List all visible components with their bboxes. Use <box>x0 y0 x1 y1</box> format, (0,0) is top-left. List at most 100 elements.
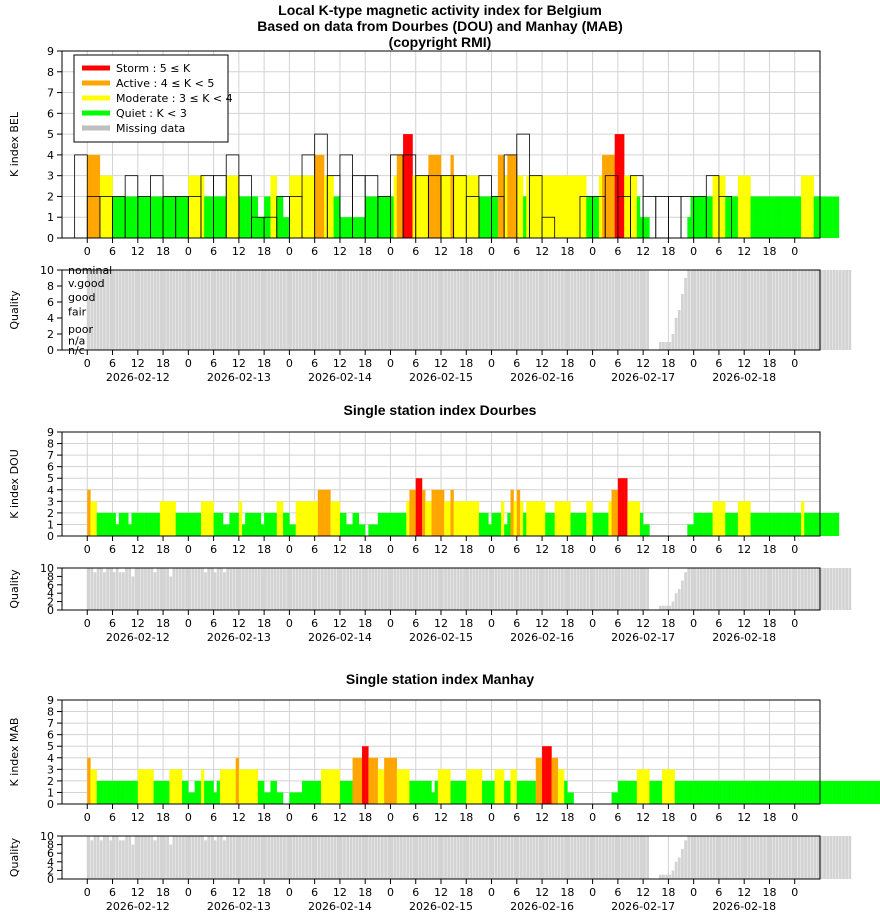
mab-quality-bar <box>494 836 498 879</box>
bel-k-bar <box>690 196 694 238</box>
dou-k-bar <box>232 512 236 536</box>
dou-quality-bar <box>456 568 460 610</box>
dou-k-bar <box>466 501 470 536</box>
mab-k-bar <box>456 780 461 804</box>
dou-quality-bar <box>226 568 229 610</box>
mab-quality-bar <box>163 836 166 879</box>
dou-k-bar <box>592 512 596 536</box>
mab-quality-bar <box>336 836 340 879</box>
mab-k-bar <box>207 780 211 804</box>
bel-quality-bar <box>466 270 470 350</box>
dou-quality-bar <box>728 568 732 610</box>
bel-quality-bar <box>801 270 804 350</box>
dou-k-bar <box>235 512 240 536</box>
bel-k-bar <box>434 154 439 238</box>
mab-quality-bar <box>425 836 428 879</box>
bel-xtick-label: 18 <box>661 245 675 258</box>
dou-quality-bar <box>731 568 735 610</box>
mab-k-bar <box>873 780 878 804</box>
bel-k-bar <box>687 217 691 238</box>
bel-quality-bar <box>725 270 729 350</box>
dou-quality-bar <box>832 568 836 610</box>
dou-k-bar <box>349 524 353 536</box>
mab-k-bar <box>365 746 369 804</box>
bel-k-bar <box>346 217 350 238</box>
mab-k-bar <box>134 780 138 804</box>
bel-quality-bar <box>118 270 122 350</box>
dou-k-bar <box>374 524 379 536</box>
mab-k-bar <box>463 780 467 804</box>
bel-quality-bar <box>450 270 454 350</box>
bel-quality-bar <box>235 270 239 350</box>
dou-k-bar <box>96 512 101 536</box>
bel-quality-bar <box>87 270 91 350</box>
mab-quality-bar <box>583 836 586 879</box>
bel-xtick-label: 0 <box>488 245 495 258</box>
dou-k-bar <box>482 512 486 536</box>
mab-quality-bar <box>548 836 552 879</box>
bel-quality-bar <box>346 270 350 350</box>
bel-quality-bar <box>693 270 697 350</box>
dou-quality-bar <box>665 605 668 610</box>
dou-xtick-label: 0 <box>488 543 495 556</box>
bel-quality-bar <box>482 270 485 350</box>
dou-k-bar <box>260 524 265 536</box>
bel-k-bar <box>352 217 356 238</box>
mab-k-bar <box>431 792 435 804</box>
dou-k-bar <box>611 489 615 536</box>
dou-k-bar <box>766 512 770 536</box>
dou-quality-bar <box>368 568 372 610</box>
bel-k-bar <box>636 196 641 238</box>
mab-quality-bar <box>362 836 365 879</box>
mab-quality-bar <box>447 836 451 879</box>
dou-k-bar <box>384 512 388 536</box>
bel-k-bar <box>469 175 473 238</box>
dou-ytick-label: 7 <box>47 449 54 462</box>
bel-quality-bar <box>358 270 362 350</box>
dou-k-bar <box>731 512 735 536</box>
bel-quality-bar <box>627 270 631 350</box>
bel-k-bar <box>197 175 202 238</box>
mab-quality-bar <box>320 836 324 879</box>
dou-k-bar <box>545 512 549 536</box>
bel-quality-bar <box>835 270 839 350</box>
mab-quality-bar <box>311 836 315 879</box>
bel-quality-bar <box>759 270 763 350</box>
dou-quality-bar <box>845 568 849 610</box>
mab-quality-bar <box>428 836 432 879</box>
dou-quality-bar <box>286 568 289 610</box>
mab-quality-bar <box>589 836 593 879</box>
mab-quality-bar <box>772 836 776 879</box>
dou-quality-bar <box>813 568 817 610</box>
dou-k-bar <box>226 524 230 536</box>
dou-quality-bar <box>816 568 820 610</box>
mab-quality-bar <box>229 836 233 879</box>
bel-k-bar <box>393 175 397 238</box>
bel-xtick-label: 6 <box>109 245 116 258</box>
bel-k-bar <box>137 196 142 238</box>
dou-xtick-label: 12 <box>333 543 347 556</box>
mab-k-bar <box>649 780 653 804</box>
mab-k-bar <box>346 780 350 804</box>
dou-quality-bar <box>722 568 725 610</box>
bel-quality-bar <box>371 270 375 350</box>
dou-k-bar <box>741 501 745 536</box>
bel-quality-bar <box>197 270 201 350</box>
bel-k-bar <box>621 134 625 238</box>
mab-quality-bar <box>674 861 678 879</box>
mab-xtick-label: 18 <box>358 811 372 824</box>
bel-k-bar <box>425 175 429 238</box>
bel-quality-bar <box>526 270 530 350</box>
bel-quality-bar <box>728 270 732 350</box>
mab-q-xtick-label: 18 <box>762 886 776 899</box>
mab-k-bar <box>204 780 208 804</box>
dou-quality-bar <box>687 568 691 610</box>
dou-quality-bar <box>579 568 583 610</box>
dou-q-ytick-label: 10 <box>40 562 54 575</box>
bel-quality-bar <box>475 270 479 350</box>
mab-k-bar <box>96 780 101 804</box>
bel-quality-bar <box>122 270 125 350</box>
mab-quality-bar <box>485 836 488 879</box>
